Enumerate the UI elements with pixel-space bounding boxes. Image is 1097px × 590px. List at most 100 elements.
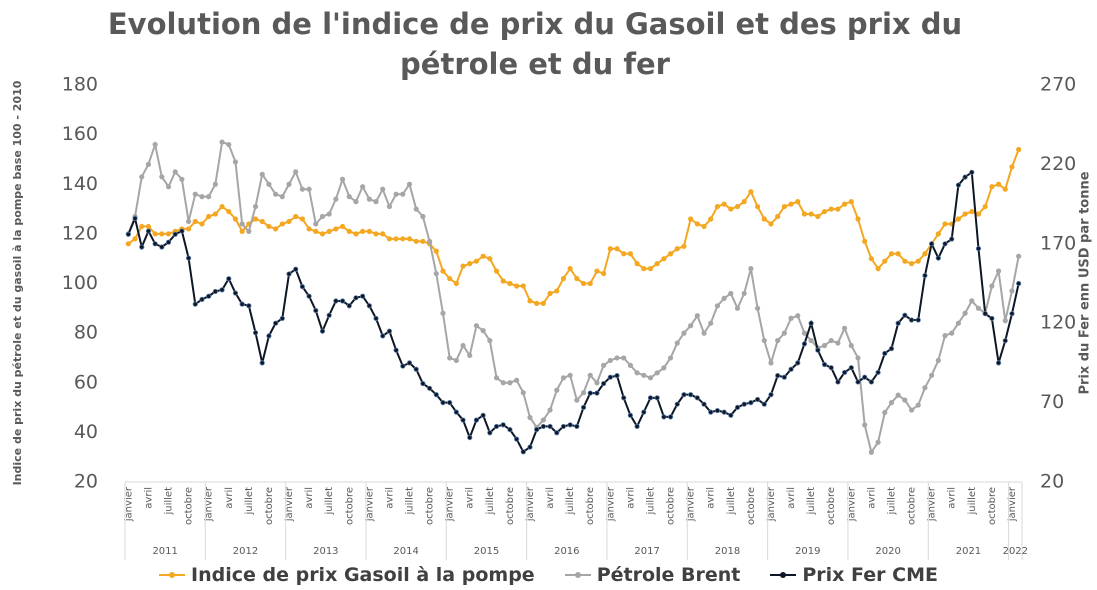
data-point (942, 221, 948, 227)
x-group-label: 2021 (956, 546, 981, 557)
data-point (306, 226, 312, 232)
data-point (319, 213, 326, 220)
data-point (741, 290, 747, 297)
data-point (1009, 288, 1015, 294)
x-group-label: 2014 (393, 546, 418, 557)
data-point (801, 341, 808, 347)
data-point (842, 201, 848, 207)
data-point (145, 223, 152, 230)
data-point (708, 216, 714, 222)
data-point (366, 228, 372, 234)
data-point (935, 231, 941, 237)
x-tick-label: janvier (1007, 486, 1018, 522)
data-point (353, 231, 359, 237)
legend-label: Pétrole Brent (596, 564, 741, 586)
y2-tick-label: 120 (1040, 312, 1076, 334)
data-point (801, 211, 808, 217)
data-point (661, 365, 667, 371)
data-point (226, 208, 232, 215)
data-point (279, 194, 285, 200)
data-point (828, 337, 834, 344)
data-point (701, 401, 707, 407)
legend-swatch (564, 572, 591, 578)
data-point (520, 283, 526, 289)
x-group-label: 2011 (152, 546, 177, 557)
data-point (406, 181, 413, 187)
data-point (641, 409, 647, 415)
data-point (473, 258, 480, 264)
data-point (741, 401, 747, 407)
data-point (594, 390, 600, 396)
data-point (560, 423, 567, 430)
data-point (654, 395, 660, 401)
data-point (333, 298, 339, 304)
data-point (346, 303, 352, 309)
data-point (795, 313, 801, 319)
data-point (761, 401, 767, 407)
data-point (995, 360, 1002, 366)
data-point (661, 414, 667, 420)
data-point (694, 395, 700, 401)
data-point (888, 251, 895, 257)
data-point (587, 280, 593, 287)
data-point (821, 342, 828, 349)
data-point (500, 380, 506, 386)
data-point (380, 333, 386, 339)
data-point (212, 288, 218, 295)
data-point (313, 307, 319, 314)
data-point (567, 372, 573, 378)
data-point (273, 191, 279, 197)
data-point (500, 422, 506, 428)
x-tick-label: janvier (686, 486, 697, 522)
data-point (252, 216, 259, 222)
data-point (855, 216, 861, 222)
data-point (192, 191, 198, 197)
data-point (293, 266, 299, 272)
data-point (433, 248, 439, 254)
data-point (862, 374, 868, 380)
data-point (554, 288, 560, 294)
data-point (319, 231, 326, 237)
data-point (908, 407, 915, 413)
data-point (855, 379, 861, 385)
data-point (915, 402, 921, 408)
x-tick-label: octobre (184, 487, 195, 525)
data-point (955, 320, 962, 326)
data-point (447, 275, 453, 282)
data-point (172, 169, 178, 175)
data-point (875, 369, 881, 376)
data-point (908, 317, 915, 323)
x-tick-label: janvier (123, 486, 134, 522)
data-point (534, 300, 540, 306)
data-point (601, 362, 607, 368)
data-point (775, 213, 781, 220)
x-tick-label: avril (304, 487, 315, 509)
x-tick-label: octobre (907, 487, 918, 525)
data-point (748, 189, 754, 195)
data-point (929, 372, 935, 378)
series-line (127, 170, 1020, 454)
plot: Indice de prix du pétrole et du gasoil à… (11, 74, 1093, 560)
data-point (607, 246, 613, 252)
data-point (681, 392, 687, 398)
data-point (627, 251, 633, 257)
data-point (547, 423, 553, 430)
data-point (226, 141, 232, 148)
data-point (232, 290, 239, 296)
data-point (500, 278, 506, 284)
data-point (313, 228, 319, 234)
data-point (714, 203, 721, 210)
data-point (601, 270, 607, 277)
data-point (560, 275, 567, 282)
data-point (842, 369, 848, 376)
legend-marker (780, 572, 787, 578)
data-point (239, 221, 245, 227)
data-point (949, 236, 955, 242)
data-point (273, 226, 279, 232)
legend-item: Indice de prix Gasoil à la pompe (159, 564, 535, 586)
x-tick-label: avril (947, 487, 958, 509)
legend-item: Prix Fer CME (770, 564, 938, 586)
data-point (949, 330, 955, 336)
legend: Indice de prix Gasoil à la pompe Pétrole … (0, 564, 1097, 586)
